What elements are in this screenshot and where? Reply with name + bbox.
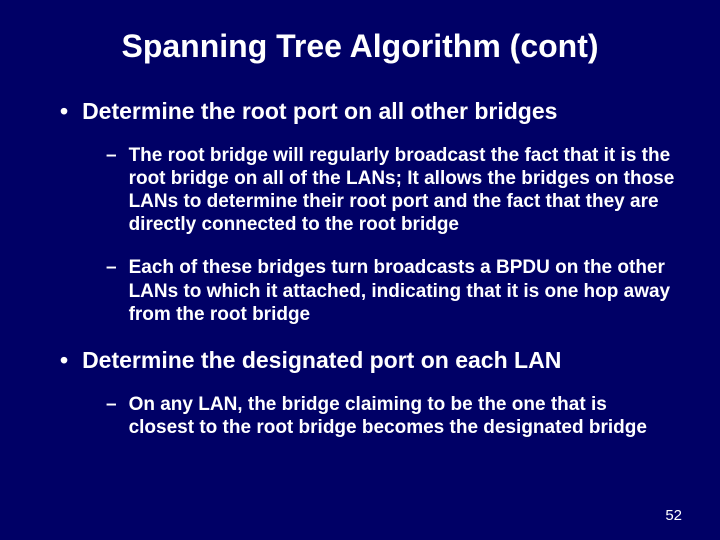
bullet-level1: • Determine the root port on all other b… (32, 97, 688, 126)
bullet-level2: – The root bridge will regularly broadca… (32, 144, 688, 237)
bullet-level2: – On any LAN, the bridge claiming to be … (32, 393, 688, 439)
bullet-text: Determine the root port on all other bri… (82, 97, 557, 126)
bullet-marker-l2: – (106, 393, 117, 439)
bullet-marker-l1: • (60, 346, 68, 375)
bullet-marker-l1: • (60, 97, 68, 126)
bullet-text: On any LAN, the bridge claiming to be th… (129, 393, 676, 439)
bullet-marker-l2: – (106, 256, 117, 326)
bullet-text: Determine the designated port on each LA… (82, 346, 561, 375)
bullet-marker-l2: – (106, 144, 117, 237)
bullet-text: The root bridge will regularly broadcast… (129, 144, 676, 237)
page-number: 52 (665, 507, 682, 524)
slide-title: Spanning Tree Algorithm (cont) (52, 28, 668, 65)
bullet-level2: – Each of these bridges turn broadcasts … (32, 256, 688, 326)
bullet-text: Each of these bridges turn broadcasts a … (129, 256, 676, 326)
bullet-level1: • Determine the designated port on each … (32, 346, 688, 375)
